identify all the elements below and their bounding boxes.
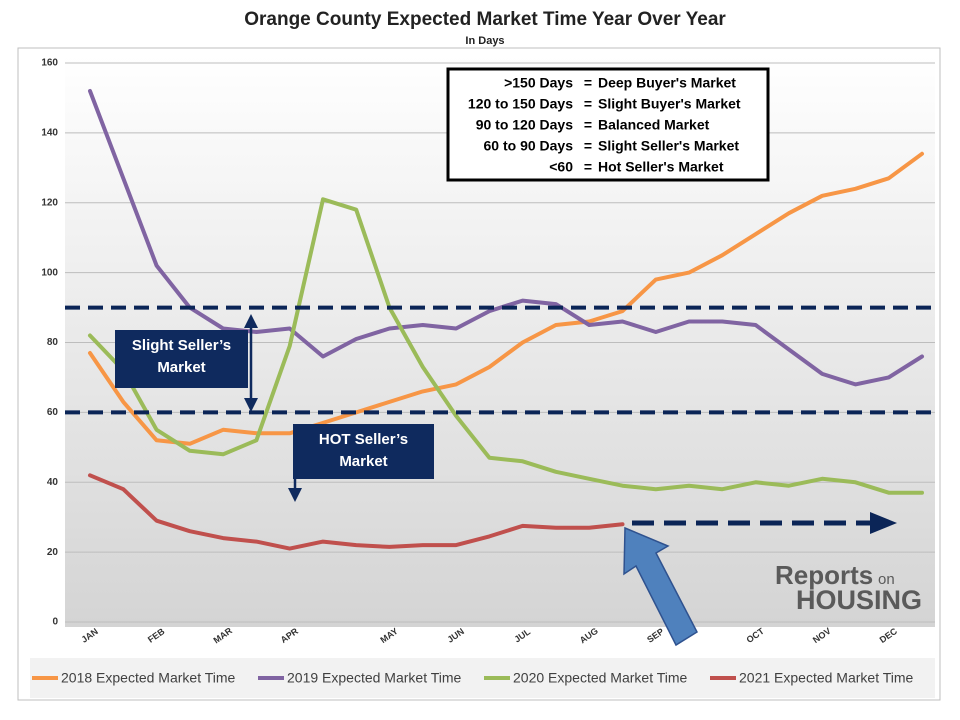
key-separator: =: [584, 159, 592, 175]
y-tick-label: 120: [41, 197, 58, 208]
key-market: Slight Buyer's Market: [598, 96, 741, 112]
y-tick-label: 160: [41, 58, 58, 69]
series-line: [88, 473, 625, 551]
chart-title: Orange County Expected Market Time Year …: [244, 9, 726, 30]
key-separator: =: [584, 138, 592, 154]
key-range: 120 to 150 Days: [468, 96, 573, 112]
y-tick-label: 60: [47, 407, 59, 418]
y-tick-label: 20: [47, 547, 59, 558]
key-market: Slight Seller's Market: [598, 138, 739, 154]
chart-subtitle: In Days: [465, 35, 504, 47]
legend-label: 2019 Expected Market Time: [287, 670, 462, 686]
legend-label: 2020 Expected Market Time: [513, 670, 688, 686]
annotation-text: Slight Seller’s: [132, 337, 231, 354]
legend-label: 2018 Expected Market Time: [61, 670, 236, 686]
annotation-box: [293, 424, 434, 479]
key-separator: =: [584, 117, 592, 133]
annotation-text: HOT Seller’s: [319, 431, 408, 448]
key-box: [446, 67, 770, 182]
key-range: >150 Days: [504, 75, 573, 91]
annotation-box: [115, 330, 248, 388]
key-separator: =: [584, 75, 592, 91]
series-line: [88, 197, 924, 495]
key-range: 60 to 90 Days: [484, 138, 574, 154]
logo-text: Reports: [775, 560, 873, 590]
key-market: Deep Buyer's Market: [598, 75, 736, 91]
pointer-arrow: [623, 526, 698, 647]
legend-label: 2021 Expected Market Time: [739, 670, 914, 686]
legend-background: [30, 658, 935, 698]
y-tick-label: 140: [41, 128, 58, 139]
arrow-head: [288, 488, 302, 502]
annotation-text: Market: [339, 453, 387, 470]
y-tick-label: 0: [52, 617, 58, 628]
key-range: 90 to 120 Days: [476, 117, 573, 133]
y-tick-label: 80: [47, 337, 59, 348]
arrow-head: [870, 512, 897, 534]
key-market: Balanced Market: [598, 117, 710, 133]
annotation-text: Market: [157, 359, 205, 376]
y-tick-label: 100: [41, 267, 58, 278]
logo-text: on: [878, 571, 895, 588]
y-tick-label: 40: [47, 477, 59, 488]
key-separator: =: [584, 96, 592, 112]
series-line: [88, 151, 924, 446]
key-range: <60: [549, 159, 573, 175]
key-market: Hot Seller's Market: [598, 159, 724, 175]
logo-text: HOUSING: [796, 585, 922, 615]
